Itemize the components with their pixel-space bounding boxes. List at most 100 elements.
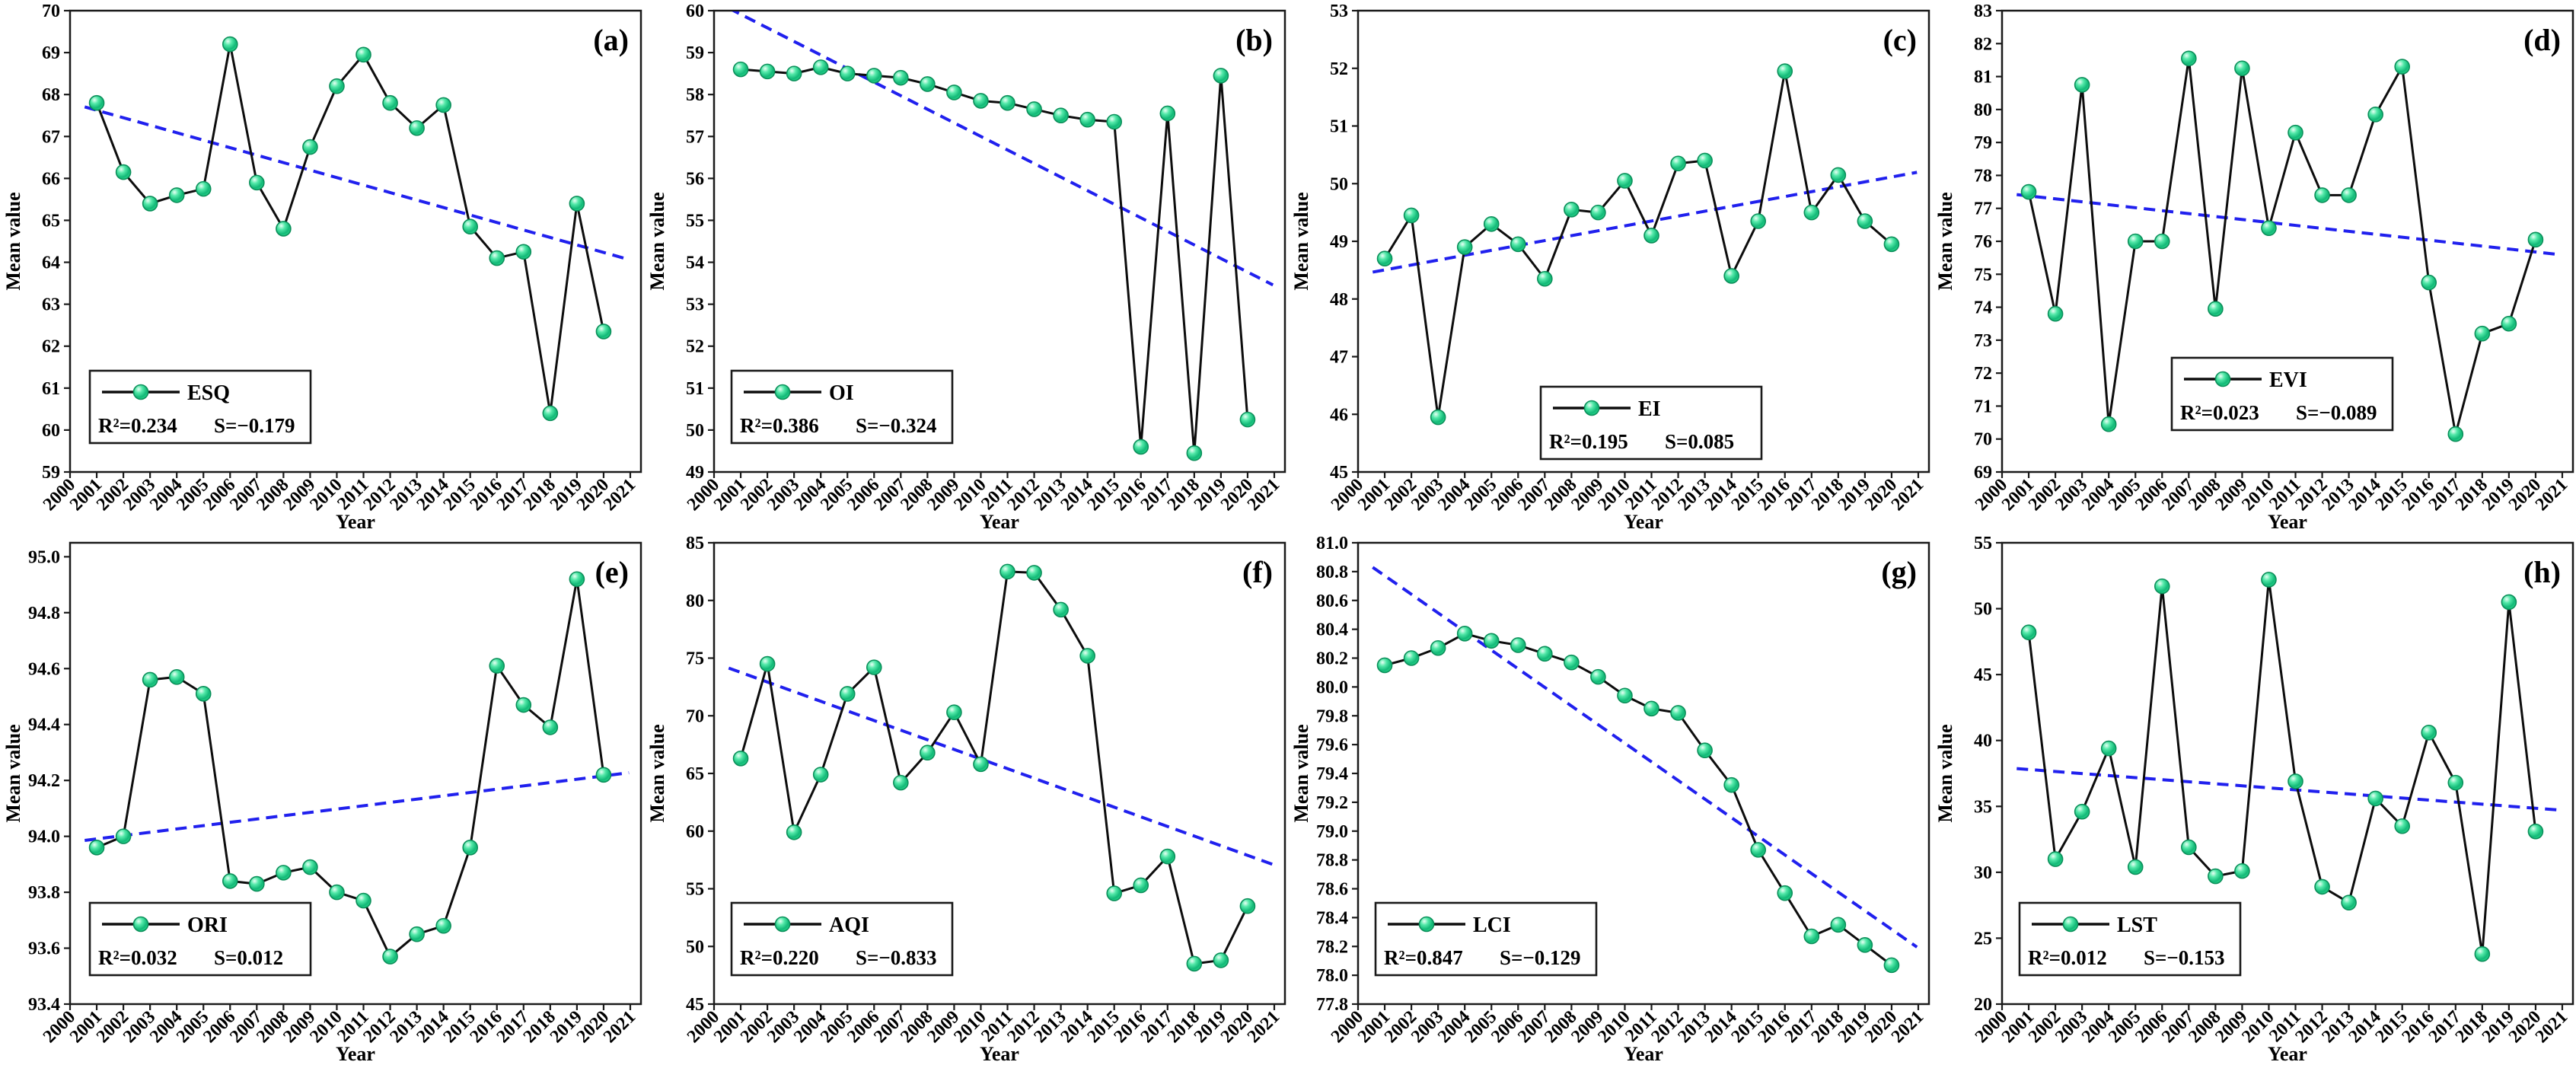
data-point [759, 63, 776, 80]
data-point [2447, 774, 2464, 791]
legend-box [88, 369, 312, 445]
y-axis: 49 50 51 52 53 54 55 56 57 58 59 60 [686, 2, 714, 483]
data-point [382, 949, 398, 965]
legend-box [2018, 901, 2242, 977]
y-tick-label: 93.6 [28, 939, 60, 959]
data-point [2261, 220, 2277, 236]
legend-marker-sample [132, 384, 149, 400]
y-tick-label: 51 [686, 379, 704, 399]
legend-series-label: EVI [2269, 368, 2307, 392]
data-point [276, 221, 292, 237]
y-axis-title: Mean value [646, 724, 668, 822]
data-point [276, 865, 292, 881]
y-axis: 45 50 55 60 65 70 75 80 85 [686, 534, 714, 1015]
data-point [839, 65, 856, 81]
data-point [115, 164, 132, 180]
data-point [168, 187, 185, 203]
data-point [1803, 928, 1820, 945]
data-point [88, 94, 105, 111]
data-point [1079, 648, 1095, 664]
y-tick-label: 67 [42, 127, 60, 147]
data-point [866, 68, 882, 84]
data-point [839, 686, 856, 702]
data-point [893, 774, 909, 791]
data-point [168, 668, 185, 685]
data-point [595, 767, 612, 783]
data-point [2020, 624, 2037, 641]
x-tick-label: 2021 [600, 1007, 639, 1047]
y-tick-label: 65 [686, 764, 704, 784]
y-tick-label: 49 [1330, 232, 1348, 252]
trend-line [732, 11, 1274, 287]
x-axis: 2000200120022003200420052006200720082009… [1328, 472, 1927, 515]
legend-series-label: OI [829, 381, 854, 405]
chart-c: 45 46 47 48 49 50 51 52 53 2000200120022003200420… [1290, 2, 1930, 533]
data-point [920, 745, 936, 761]
x-tick-label: 2021 [1244, 1007, 1283, 1047]
data-point [462, 218, 479, 235]
legend-r2-label: R²=0.220 [740, 946, 819, 969]
legend-s-label: S=−0.179 [214, 414, 295, 437]
y-tick-label: 55 [686, 880, 704, 900]
y-axis: 69 70 71 72 73 74 75 76 77 78 79 80 81 82 83 [1974, 2, 2002, 483]
y-tick-label: 52 [1330, 59, 1348, 79]
data-point [2234, 60, 2250, 77]
data-point [1483, 215, 1500, 232]
x-tick-label: 2021 [1888, 1007, 1927, 1047]
y-tick-label: 85 [686, 534, 704, 553]
data-point [893, 69, 909, 86]
x-tick-label: 2021 [600, 475, 639, 515]
x-axis: 2000200120022003200420052006200720082009… [684, 1004, 1283, 1047]
data-point [435, 97, 451, 113]
data-points [88, 571, 612, 965]
legend-s-label: S=−0.129 [1500, 946, 1581, 969]
data-point [542, 405, 559, 422]
x-tick-label: 2021 [2532, 475, 2571, 515]
y-tick-label: 65 [42, 211, 60, 231]
data-point [1697, 742, 1713, 759]
panel-label: (a) [593, 23, 629, 57]
data-point [435, 917, 451, 934]
legend: EI R²=0.195 S=0.085 [1539, 385, 1763, 461]
y-tick-label: 79 [1974, 133, 1992, 153]
data-point [1430, 409, 1446, 426]
legend-r2-label: R²=0.234 [98, 414, 177, 437]
x-axis-title: Year [1624, 1043, 1663, 1065]
data-points [2020, 50, 2544, 442]
panel-b-oi: 49 50 51 52 53 54 55 56 57 58 59 60 2000 2001 2002 2003… [644, 0, 1288, 533]
legend-series-label: ESQ [187, 381, 230, 405]
x-tick-label: 2021 [1888, 475, 1927, 515]
x-axis: 2000200120022003200420052006200720082009… [1972, 472, 2571, 515]
y-tick-label: 55 [686, 211, 704, 231]
data-point [1213, 68, 1229, 84]
data-point [1430, 639, 1446, 656]
data-points [1376, 626, 1900, 974]
data-point [866, 659, 882, 675]
y-axis-title: Mean value [1290, 724, 1312, 822]
panel-c-ei: 45 46 47 48 49 50 51 52 53 2000 2001 2002 2003 2004 20… [1288, 0, 1932, 533]
y-tick-label: 78 [1974, 166, 1992, 186]
data-point [222, 873, 238, 889]
data-point [2127, 233, 2144, 250]
trend-line [84, 771, 630, 842]
data-point [409, 120, 425, 136]
y-tick-label: 60 [686, 2, 704, 21]
data-point [2208, 868, 2224, 885]
y-tick-label: 77 [1974, 199, 1992, 219]
y-tick-label: 94.4 [28, 716, 60, 735]
data-point [2314, 878, 2330, 895]
data-point [1026, 565, 1042, 581]
legend-s-label: S=−0.089 [2296, 401, 2377, 424]
data-point [489, 658, 505, 674]
data-point [946, 84, 962, 100]
data-point [2127, 859, 2144, 875]
y-tick-label: 80.2 [1316, 649, 1348, 669]
data-point [2501, 594, 2517, 611]
data-point [302, 859, 318, 875]
y-tick-label: 48 [1330, 290, 1348, 310]
data-point [1133, 877, 1149, 894]
legend-series-label: AQI [829, 914, 869, 937]
data-point [2501, 315, 2517, 332]
y-tick-label: 20 [1974, 995, 1992, 1015]
